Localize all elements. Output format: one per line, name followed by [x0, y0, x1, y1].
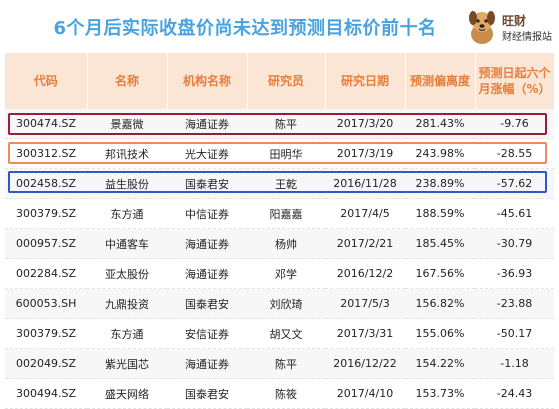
cell-code: 002458.SZ — [5, 168, 87, 199]
cell-deviation: 167.56% — [405, 258, 475, 289]
cell-code: 300379.SZ — [5, 198, 87, 229]
cell-institution: 国泰君安 — [167, 168, 247, 199]
cell-institution: 国泰君安 — [167, 288, 247, 319]
cell-name: 中通客车 — [87, 228, 167, 259]
cell-researcher: 陈筱 — [247, 378, 325, 409]
table-row: 600053.SH 九鼎投资 国泰君安 刘欣琦 2017/5/3 156.82% -23.8… — [5, 288, 554, 319]
cell-six-month-change: -57.62 — [475, 168, 554, 199]
cell-deviation: 188.59% — [405, 198, 475, 229]
cell-research-date: 2017/3/31 — [325, 318, 405, 349]
cell-name: 盛天网络 — [87, 378, 167, 409]
table-row: 000957.SZ 中通客车 海通证券 杨帅 2017/2/21 185.45% -30.7… — [5, 228, 554, 259]
cell-institution: 安信证券 — [167, 318, 247, 349]
header-researcher: 研究员 — [247, 53, 326, 109]
cell-researcher: 胡又文 — [247, 318, 325, 349]
table-row: 002284.SZ 亚太股份 海通证券 邓学 2016/12/2 167.56% -36.9… — [5, 258, 554, 289]
cell-name: 紫光国芯 — [87, 348, 167, 379]
table-row: 300379.SZ 东方通 中信证券 阳嘉嘉 2017/4/5 188.59% -45.61 — [5, 198, 554, 229]
highlight-box-rank-3 — [8, 171, 547, 193]
cell-six-month-change: -30.79 — [475, 228, 554, 259]
cell-research-date: 2016/12/2 — [325, 258, 405, 289]
ranking-table: 代码 名称 机构名称 研究员 研究日期 预测偏离度 预测日起六个月涨幅（%） 3… — [5, 53, 555, 409]
page-title: 6个月后实际收盘价尚未达到预测目标价前十名 — [53, 18, 437, 39]
header-code: 代码 — [5, 53, 88, 109]
header-six-month-change: 预测日起六个月涨幅（%） — [475, 53, 555, 109]
logo: 旺财 财经情报站 — [462, 6, 558, 48]
cell-deviation: 238.89% — [405, 168, 475, 199]
cell-name: 亚太股份 — [87, 258, 167, 289]
cell-institution: 中信证券 — [167, 198, 247, 229]
highlight-box-rank-1 — [8, 113, 547, 135]
cell-research-date: 2016/11/28 — [325, 168, 405, 199]
cell-research-date: 2017/4/10 — [325, 378, 405, 409]
logo-brand: 旺财 — [502, 14, 527, 28]
header-name: 名称 — [87, 53, 168, 109]
cell-researcher: 杨帅 — [247, 228, 325, 259]
cell-deviation: 154.22% — [405, 348, 475, 379]
table-row: 300379.SZ 东方通 安信证券 胡又文 2017/3/31 155.06% -50.1… — [5, 318, 554, 349]
cell-six-month-change: -1.18 — [475, 348, 554, 379]
table-row: 002049.SZ 紫光国芯 海通证券 陈平 2016/12/22 154.22% -1.1… — [5, 348, 554, 379]
cell-name: 九鼎投资 — [87, 288, 167, 319]
cell-name: 东方通 — [87, 318, 167, 349]
table-header-row: 代码 名称 机构名称 研究员 研究日期 预测偏离度 预测日起六个月涨幅（%） — [5, 53, 555, 109]
cell-six-month-change: -23.88 — [475, 288, 554, 319]
cell-deviation: 153.73% — [405, 378, 475, 409]
cell-institution: 海通证券 — [167, 258, 247, 289]
cell-research-date: 2017/4/5 — [325, 198, 405, 229]
cell-name: 东方通 — [87, 198, 167, 229]
cell-code: 000957.SZ — [5, 228, 87, 259]
header-institution: 机构名称 — [167, 53, 248, 109]
header-deviation: 预测偏离度 — [405, 53, 476, 109]
header-research-date: 研究日期 — [325, 53, 406, 109]
logo-subtitle: 财经情报站 — [502, 32, 552, 43]
cell-deviation: 185.45% — [405, 228, 475, 259]
table-row: 300494.SZ 盛天网络 国泰君安 陈筱 2017/4/10 153.73% -24.4… — [5, 378, 554, 409]
cell-researcher: 陈平 — [247, 348, 325, 379]
highlight-box-rank-2 — [8, 142, 547, 164]
cell-researcher: 阳嘉嘉 — [247, 198, 325, 229]
cell-code: 300379.SZ — [5, 318, 87, 349]
cell-research-date: 2016/12/22 — [325, 348, 405, 379]
cell-institution: 海通证券 — [167, 228, 247, 259]
cell-six-month-change: -50.17 — [475, 318, 554, 349]
cell-researcher: 王乾 — [247, 168, 325, 199]
cell-researcher: 邓学 — [247, 258, 325, 289]
cell-six-month-change: -36.93 — [475, 258, 554, 289]
table-row: 002458.SZ 益生股份 国泰君安 王乾 2016/11/28 238.89% -57.… — [5, 168, 554, 199]
cell-researcher: 刘欣琦 — [247, 288, 325, 319]
cell-six-month-change: -45.61 — [475, 198, 554, 229]
cell-institution: 国泰君安 — [167, 378, 247, 409]
cell-code: 300494.SZ — [5, 378, 87, 409]
cell-institution: 海通证券 — [167, 348, 247, 379]
cell-name: 益生股份 — [87, 168, 167, 199]
dog-mascot-icon — [469, 11, 495, 44]
cell-research-date: 2017/5/3 — [325, 288, 405, 319]
cell-deviation: 155.06% — [405, 318, 475, 349]
cell-code: 600053.SH — [5, 288, 87, 319]
cell-six-month-change: -24.43 — [475, 378, 554, 409]
cell-deviation: 156.82% — [405, 288, 475, 319]
cell-code: 002284.SZ — [5, 258, 87, 289]
cell-research-date: 2017/2/21 — [325, 228, 405, 259]
cell-code: 002049.SZ — [5, 348, 87, 379]
